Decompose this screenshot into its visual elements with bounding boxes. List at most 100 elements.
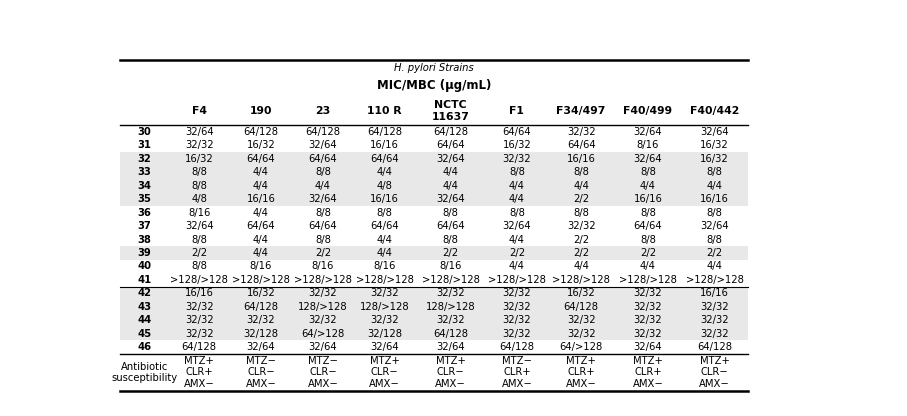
Text: 64/128: 64/128 bbox=[697, 342, 732, 352]
Text: MIC/MBC (μg/mL): MIC/MBC (μg/mL) bbox=[377, 79, 492, 92]
Text: 34: 34 bbox=[137, 181, 151, 191]
Text: MTZ+
CLR−
AMX−: MTZ+ CLR− AMX− bbox=[369, 356, 400, 389]
Text: 32/32: 32/32 bbox=[185, 329, 213, 339]
Text: 32/64: 32/64 bbox=[247, 342, 276, 352]
Text: 32/32: 32/32 bbox=[567, 127, 596, 137]
Text: H. pylori Strains: H. pylori Strains bbox=[395, 63, 474, 73]
Text: 42: 42 bbox=[137, 288, 151, 298]
Text: 32/64: 32/64 bbox=[700, 127, 729, 137]
Bar bbox=[121, 193, 748, 206]
Text: F40/499: F40/499 bbox=[623, 106, 672, 116]
Text: 16/16: 16/16 bbox=[700, 194, 729, 204]
Text: 4/4: 4/4 bbox=[443, 181, 459, 191]
Text: 64/64: 64/64 bbox=[370, 154, 399, 164]
Text: 64/128: 64/128 bbox=[181, 342, 217, 352]
Text: 32/64: 32/64 bbox=[308, 342, 337, 352]
Text: 32/64: 32/64 bbox=[634, 127, 662, 137]
Text: F40/442: F40/442 bbox=[690, 106, 739, 116]
Text: 35: 35 bbox=[137, 194, 151, 204]
Text: >128/>128: >128/>128 bbox=[422, 275, 480, 285]
Text: MTZ+
CLR+
AMX−: MTZ+ CLR+ AMX− bbox=[566, 356, 597, 389]
Text: >128/>128: >128/>128 bbox=[686, 275, 744, 285]
Text: F4: F4 bbox=[191, 106, 207, 116]
Text: 8/8: 8/8 bbox=[315, 167, 331, 177]
Text: 4/4: 4/4 bbox=[253, 167, 269, 177]
Text: 4/4: 4/4 bbox=[640, 181, 656, 191]
Bar bbox=[121, 327, 748, 340]
Text: 8/8: 8/8 bbox=[573, 208, 590, 218]
Text: 8/16: 8/16 bbox=[440, 262, 462, 272]
Text: 32/64: 32/64 bbox=[308, 194, 337, 204]
Text: 4/4: 4/4 bbox=[253, 248, 269, 258]
Text: 32/32: 32/32 bbox=[185, 302, 213, 312]
Text: 32/64: 32/64 bbox=[185, 127, 213, 137]
Text: 4/8: 4/8 bbox=[191, 194, 207, 204]
Bar bbox=[121, 300, 748, 314]
Text: 43: 43 bbox=[137, 302, 151, 312]
Text: 23: 23 bbox=[316, 106, 330, 116]
Text: 4/4: 4/4 bbox=[376, 235, 393, 245]
Text: 32/32: 32/32 bbox=[502, 302, 532, 312]
Text: 4/4: 4/4 bbox=[509, 181, 525, 191]
Text: 8/8: 8/8 bbox=[509, 208, 525, 218]
Text: 32/128: 32/128 bbox=[243, 329, 278, 339]
Text: 64/128: 64/128 bbox=[306, 127, 340, 137]
Bar bbox=[121, 179, 748, 193]
Text: 32/32: 32/32 bbox=[634, 315, 662, 325]
Text: 128/>128: 128/>128 bbox=[360, 302, 410, 312]
Text: 32/64: 32/64 bbox=[436, 342, 465, 352]
Text: 32/32: 32/32 bbox=[567, 221, 596, 231]
Text: 16/32: 16/32 bbox=[567, 288, 596, 298]
Text: 64/>128: 64/>128 bbox=[560, 342, 603, 352]
Text: 32/64: 32/64 bbox=[185, 221, 213, 231]
Text: 64/64: 64/64 bbox=[502, 127, 532, 137]
Text: >128/>128: >128/>128 bbox=[488, 275, 546, 285]
Text: >128/>128: >128/>128 bbox=[619, 275, 677, 285]
Text: 64/64: 64/64 bbox=[308, 221, 337, 231]
Text: MTZ−
CLR+
AMX−: MTZ− CLR+ AMX− bbox=[502, 356, 532, 389]
Text: 8/16: 8/16 bbox=[249, 262, 272, 272]
Text: 32/32: 32/32 bbox=[700, 329, 729, 339]
Text: 4/4: 4/4 bbox=[573, 181, 590, 191]
Text: 32/32: 32/32 bbox=[502, 329, 532, 339]
Text: Antibiotic
susceptibility: Antibiotic susceptibility bbox=[112, 362, 178, 383]
Text: 32/32: 32/32 bbox=[634, 329, 662, 339]
Text: 16/16: 16/16 bbox=[700, 288, 729, 298]
Text: 32/32: 32/32 bbox=[700, 302, 729, 312]
Text: 64/64: 64/64 bbox=[634, 221, 662, 231]
Text: 2/2: 2/2 bbox=[707, 248, 723, 258]
Text: 128/>128: 128/>128 bbox=[298, 302, 347, 312]
Text: 8/8: 8/8 bbox=[376, 208, 393, 218]
Text: 32/64: 32/64 bbox=[634, 342, 662, 352]
Text: 16/32: 16/32 bbox=[247, 288, 276, 298]
Text: 16/16: 16/16 bbox=[185, 288, 213, 298]
Text: 4/4: 4/4 bbox=[707, 262, 723, 272]
Text: 33: 33 bbox=[138, 167, 151, 177]
Text: 64/64: 64/64 bbox=[247, 154, 276, 164]
Text: 64/128: 64/128 bbox=[243, 127, 278, 137]
Text: 4/4: 4/4 bbox=[509, 235, 525, 245]
Text: 4/4: 4/4 bbox=[443, 167, 459, 177]
Text: 8/8: 8/8 bbox=[191, 235, 207, 245]
Text: 32/32: 32/32 bbox=[502, 154, 532, 164]
Text: 32/32: 32/32 bbox=[634, 288, 662, 298]
Text: 4/4: 4/4 bbox=[253, 181, 269, 191]
Text: 32/32: 32/32 bbox=[436, 288, 465, 298]
Text: 8/16: 8/16 bbox=[374, 262, 395, 272]
Text: 32/32: 32/32 bbox=[370, 315, 399, 325]
Text: 4/4: 4/4 bbox=[253, 208, 269, 218]
Text: >128/>128: >128/>128 bbox=[232, 275, 290, 285]
Text: 32/32: 32/32 bbox=[634, 302, 662, 312]
Text: 64/128: 64/128 bbox=[500, 342, 534, 352]
Text: 64/64: 64/64 bbox=[370, 221, 399, 231]
Text: 4/4: 4/4 bbox=[253, 235, 269, 245]
Text: 32/32: 32/32 bbox=[700, 315, 729, 325]
Text: 16/16: 16/16 bbox=[370, 194, 399, 204]
Text: 40: 40 bbox=[137, 262, 151, 272]
Text: 8/16: 8/16 bbox=[188, 208, 210, 218]
Text: 8/8: 8/8 bbox=[640, 167, 656, 177]
Text: 32/32: 32/32 bbox=[436, 315, 465, 325]
Text: 32/32: 32/32 bbox=[502, 315, 532, 325]
Text: 37: 37 bbox=[138, 221, 151, 231]
Text: 190: 190 bbox=[249, 106, 272, 116]
